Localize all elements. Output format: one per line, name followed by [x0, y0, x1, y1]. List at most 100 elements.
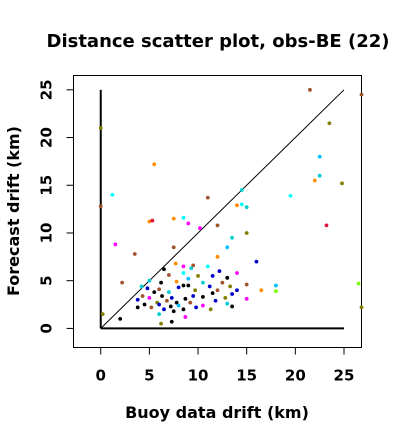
data-point-35: [191, 263, 196, 268]
x-tick-label-5: 25: [334, 367, 355, 385]
data-point-94: [230, 304, 234, 309]
data-point-80: [244, 296, 249, 301]
data-point-73: [140, 294, 145, 298]
data-point-12: [205, 195, 210, 200]
y-tick-label-1: 5: [38, 275, 56, 285]
data-point-107: [169, 319, 174, 324]
data-point-47: [186, 276, 191, 281]
data-point-61: [176, 285, 181, 290]
data-point-103: [100, 312, 105, 316]
data-point-42: [166, 273, 171, 277]
data-point-104: [157, 312, 162, 316]
data-point-67: [259, 288, 264, 293]
y-tick-label-5: 25: [38, 79, 56, 100]
data-point-78: [169, 295, 174, 300]
data-point-71: [210, 291, 215, 295]
x-tick-label-1: 5: [144, 367, 154, 385]
data-point-7: [312, 178, 317, 183]
data-point-102: [171, 309, 176, 314]
data-point-14: [235, 203, 239, 208]
data-point-3: [98, 126, 103, 130]
data-point-31: [215, 254, 220, 259]
reference-lines: [99, 89, 345, 330]
data-point-6: [317, 173, 322, 178]
data-point-75: [191, 294, 196, 298]
data-point-70: [166, 290, 171, 295]
data-point-91: [176, 303, 181, 308]
data-point-33: [173, 261, 178, 266]
data-point-105: [183, 315, 188, 319]
data-point-69: [152, 290, 157, 295]
data-point-60: [228, 284, 233, 289]
data-point-48: [174, 279, 179, 284]
data-point-5: [152, 162, 157, 167]
data-point-46: [147, 278, 152, 283]
data-point-17: [171, 216, 176, 221]
data-point-4: [317, 154, 322, 159]
data-point-36: [205, 264, 210, 269]
data-point-19: [147, 219, 152, 224]
data-point-74: [160, 294, 164, 298]
data-point-20: [150, 218, 155, 223]
data-point-97: [194, 305, 198, 310]
data-point-43: [196, 274, 200, 278]
data-point-28: [225, 245, 230, 250]
data-point-96: [149, 305, 154, 310]
data-point-72: [230, 292, 234, 296]
y-axis-ticks: 0 5 10 15 20 25: [38, 79, 74, 334]
data-point-90: [157, 302, 162, 307]
plot-frame: [73, 75, 362, 348]
data-point-95: [135, 305, 140, 310]
data-point-99: [181, 307, 186, 312]
data-point-68: [273, 289, 278, 294]
data-point-52: [220, 280, 225, 285]
data-point-39: [217, 269, 222, 274]
data-point-58: [186, 283, 191, 288]
data-point-59: [207, 284, 212, 289]
data-point-45: [225, 275, 230, 280]
data-point-38: [162, 267, 166, 272]
x-tick-label-3: 15: [236, 367, 257, 385]
x-tick-label-4: 20: [285, 367, 306, 385]
data-point-0: [308, 87, 312, 92]
y-tick-label-0: 0: [38, 323, 56, 333]
data-point-49: [120, 280, 125, 285]
data-point-84: [213, 298, 218, 303]
data-point-87: [188, 300, 193, 305]
data-point-106: [118, 316, 123, 321]
data-point-56: [139, 284, 144, 289]
data-point-54: [244, 282, 249, 287]
data-point-26: [230, 235, 234, 240]
data-point-53: [356, 281, 361, 286]
data-point-1: [359, 92, 364, 97]
data-point-55: [273, 283, 278, 288]
data-point-50: [159, 280, 163, 285]
y-tick-label-2: 10: [38, 223, 56, 244]
data-point-108: [159, 321, 163, 326]
y-axis-label: Forecast drift (km): [4, 126, 23, 296]
data-point-25: [244, 231, 249, 235]
data-point-93: [168, 304, 173, 309]
chart-title: Distance scatter plot, obs-BE (22): [47, 31, 390, 52]
data-point-18: [181, 215, 186, 220]
data-point-65: [215, 288, 220, 293]
data-point-27: [113, 242, 118, 247]
data-point-10: [110, 192, 115, 197]
data-point-82: [135, 297, 140, 302]
data-point-83: [165, 298, 169, 303]
data-point-64: [193, 288, 198, 293]
data-point-77: [147, 295, 152, 300]
x-axis-label: Buoy data drift (km): [125, 403, 309, 422]
data-point-100: [208, 307, 213, 312]
data-point-13: [239, 202, 244, 207]
x-tick-label-0: 0: [96, 367, 106, 385]
data-point-9: [239, 188, 244, 192]
data-point-21: [186, 221, 191, 226]
data-point-11: [288, 193, 293, 198]
data-point-98: [162, 307, 166, 312]
data-point-57: [181, 283, 186, 288]
data-point-23: [215, 223, 220, 228]
y-tick-label-3: 15: [38, 175, 56, 196]
data-point-22: [324, 223, 329, 228]
data-point-2: [327, 121, 332, 126]
